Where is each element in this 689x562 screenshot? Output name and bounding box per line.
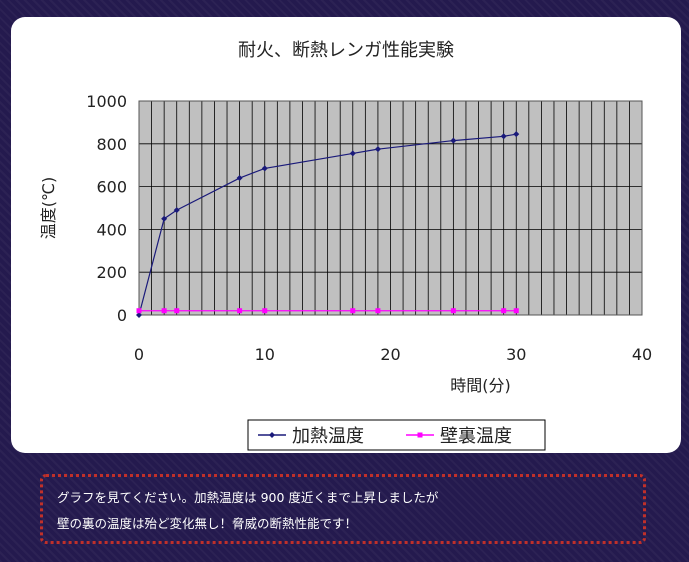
chart-panel: 耐火、断熱レンガ性能実験 0 200 400 600 800 1000 0 10 20 30 40 時… bbox=[11, 17, 681, 453]
caption-line-2: 壁の裏の温度は殆ど変化無し！脅威の断熱性能です！ bbox=[57, 513, 357, 532]
x-tick-label: 20 bbox=[380, 345, 400, 364]
x-tick-label: 40 bbox=[632, 345, 652, 364]
y-tick-label: 0 bbox=[117, 306, 127, 325]
y-axis-label: 温度(℃) bbox=[39, 177, 58, 239]
line-chart: 耐火、断熱レンガ性能実験 0 200 400 600 800 1000 0 10 20 30 40 時… bbox=[11, 17, 681, 453]
data-point-series-2 bbox=[350, 308, 355, 313]
caption-box: グラフを見てください。加熱温度は 900 度近くまで上昇しましたが 壁の裏の温度… bbox=[40, 474, 646, 544]
data-point-series-2 bbox=[262, 308, 267, 313]
data-point-series-2 bbox=[375, 308, 380, 313]
caption-line-1: グラフを見てください。加熱温度は 900 度近くまで上昇しましたが bbox=[57, 487, 438, 506]
chart-title: 耐火、断熱レンガ性能実験 bbox=[238, 40, 454, 61]
legend-marker bbox=[418, 433, 423, 438]
x-tick-label: 30 bbox=[506, 345, 526, 364]
data-point-series-2 bbox=[137, 308, 142, 313]
y-tick-label: 200 bbox=[96, 263, 127, 282]
legend-label-2: 壁裏温度 bbox=[440, 426, 512, 447]
data-point-series-2 bbox=[451, 308, 456, 313]
x-axis-label: 時間(分) bbox=[450, 376, 511, 395]
y-tick-label: 800 bbox=[96, 135, 127, 154]
data-point-series-2 bbox=[162, 308, 167, 313]
data-point-series-2 bbox=[501, 308, 506, 313]
y-tick-label: 600 bbox=[96, 178, 127, 197]
legend-label-1: 加熱温度 bbox=[292, 426, 364, 447]
y-tick-label: 1000 bbox=[86, 92, 127, 111]
x-tick-label: 10 bbox=[255, 345, 275, 364]
data-point-series-2 bbox=[237, 308, 242, 313]
x-tick-label: 0 bbox=[134, 345, 144, 364]
data-point-series-2 bbox=[174, 308, 179, 313]
data-point-series-2 bbox=[514, 308, 519, 313]
y-tick-label: 400 bbox=[96, 220, 127, 239]
